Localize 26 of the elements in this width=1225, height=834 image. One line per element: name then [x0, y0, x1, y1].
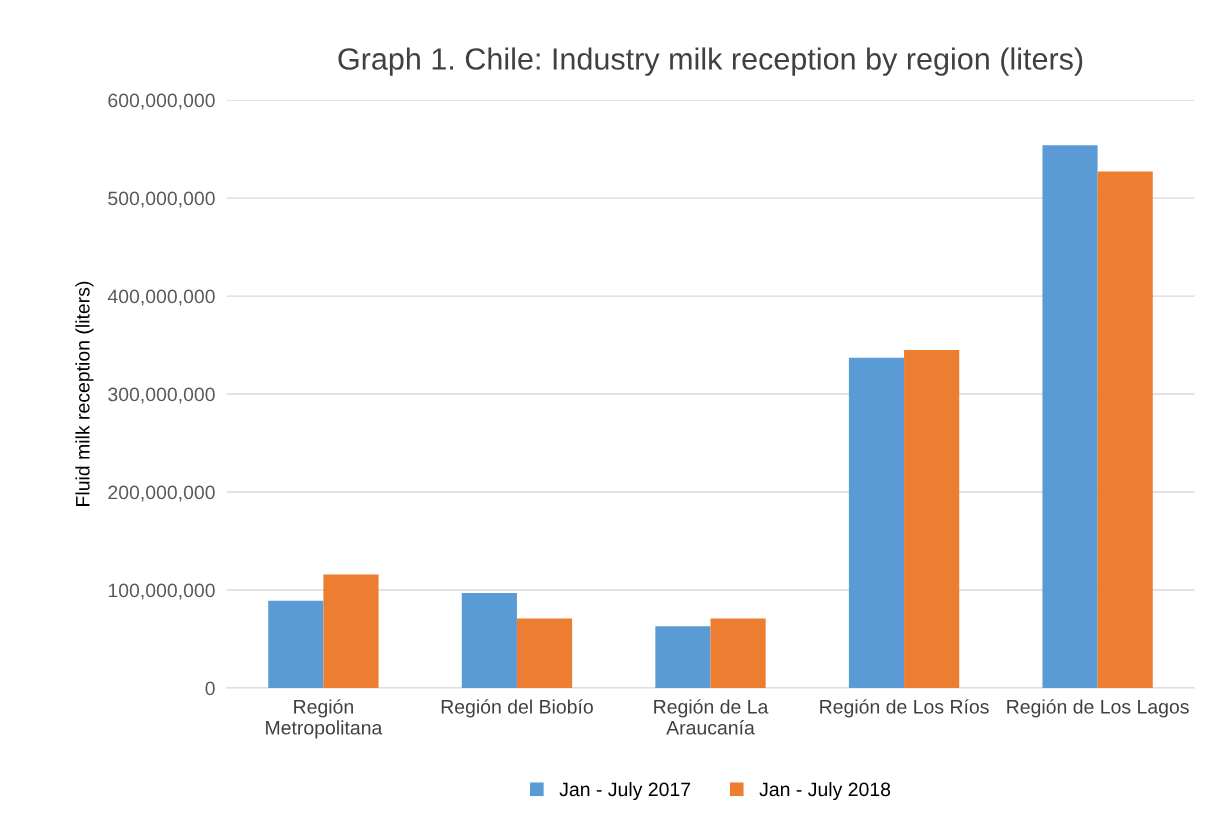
y-tick-label: 200,000,000 [108, 485, 215, 502]
legend-label: Jan - July 2017 [559, 781, 691, 801]
x-tick-label: Región de Los Ríos [820, 699, 989, 718]
bar [710, 618, 766, 689]
bar [655, 626, 711, 689]
legend-label: Jan - July 2018 [759, 781, 891, 801]
x-tick-label: Región Metropolitana [266, 699, 383, 739]
bar [323, 574, 379, 689]
bar [461, 592, 517, 689]
y-tick-label: 100,000,000 [108, 583, 215, 600]
bar [516, 618, 573, 689]
y-tick-label: 300,000,000 [108, 387, 215, 404]
x-tick-label: Región de La Araucanía [654, 699, 769, 735]
bar [848, 357, 905, 689]
y-tick-label: 400,000,000 [107, 289, 215, 306]
x-tick-label: Región de Los Lagos [1007, 699, 1189, 718]
x-tick-label: Región del Biobío [441, 699, 593, 718]
bar [1042, 145, 1098, 689]
bar [268, 600, 324, 689]
bar [904, 349, 960, 689]
y-axis-title: Fluid milk reception (liters) [75, 281, 94, 506]
chart-title: Graph 1. Chile: Industry milk reception by region (liters) [338, 47, 1083, 76]
y-tick-label: 0 [205, 681, 215, 696]
y-tick-label: 600,000,000 [108, 93, 215, 110]
bar [1097, 171, 1153, 689]
y-tick-label: 500,000,000 [108, 191, 215, 208]
